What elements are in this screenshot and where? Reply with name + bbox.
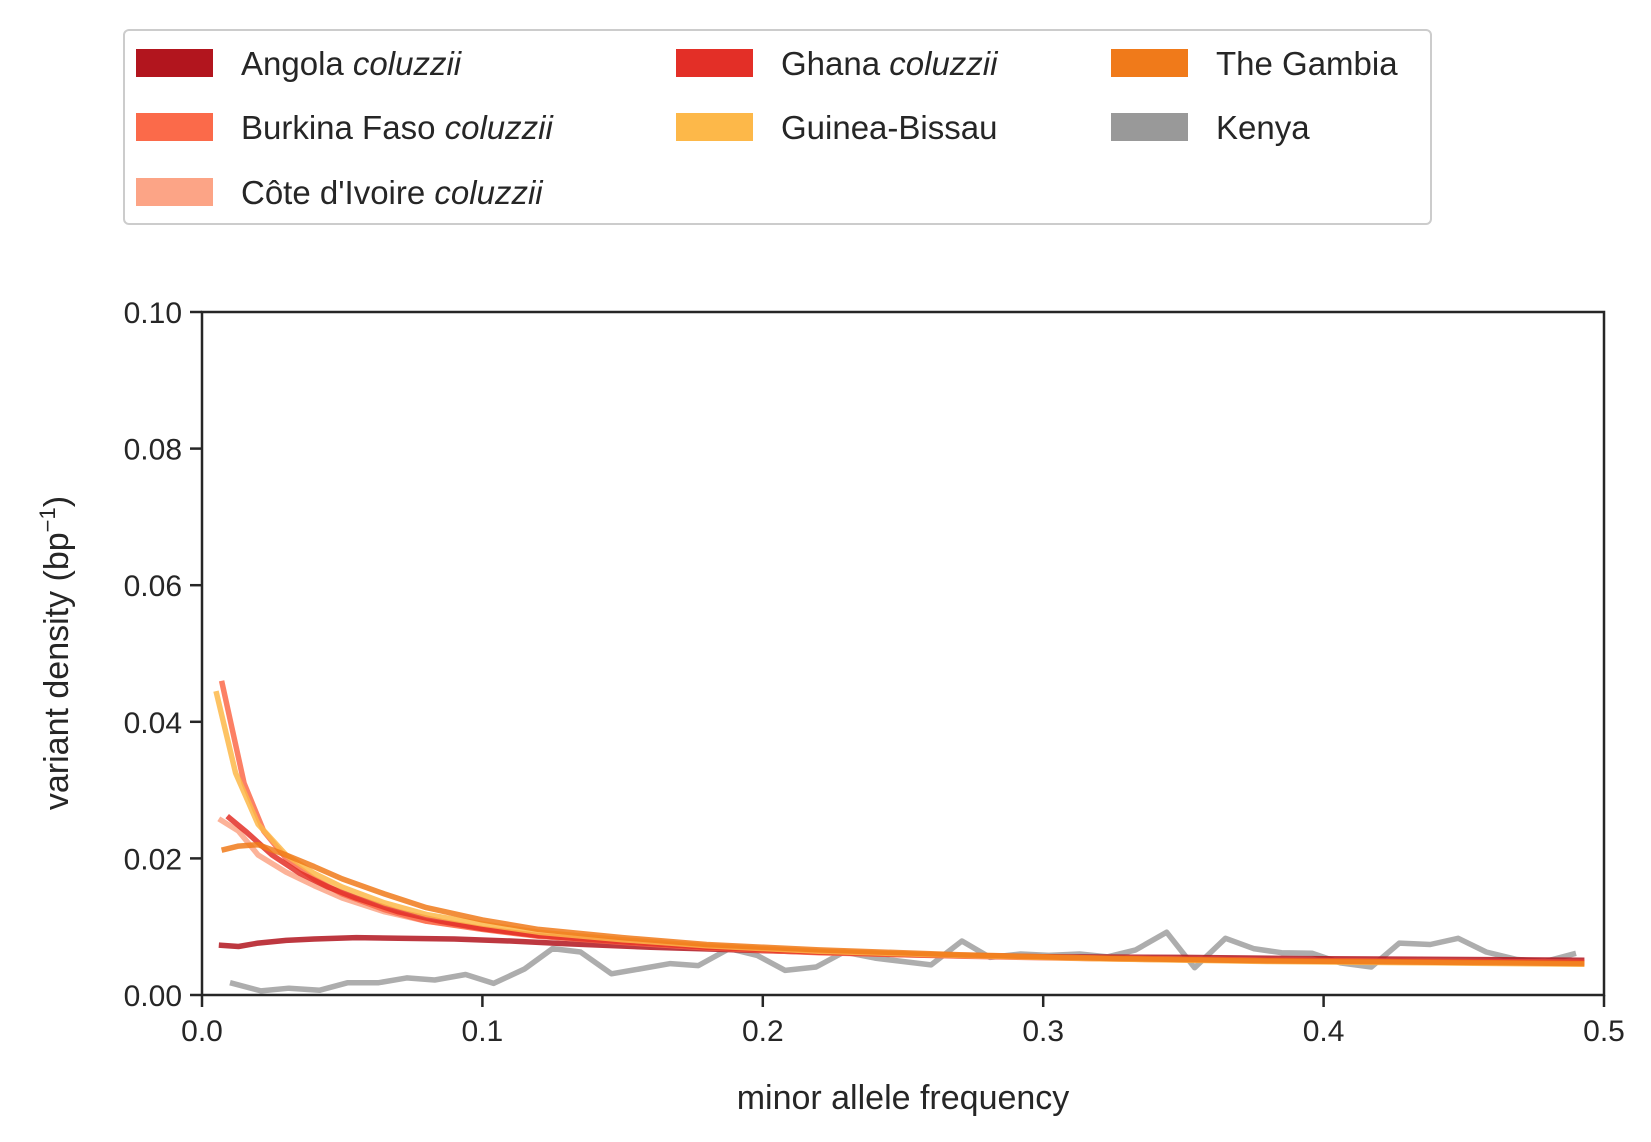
- y-axis-title-close: ): [38, 496, 76, 507]
- legend-swatch-the-gambia: [1111, 49, 1188, 77]
- legend-label-species: coluzzii: [435, 109, 554, 146]
- legend-label-guinea-bissau: Guinea-Bissau: [781, 109, 997, 146]
- legend-label-species: coluzzii: [425, 174, 544, 211]
- legend-swatch-burkina-faso: [136, 113, 213, 141]
- y-tick-label: 0.04: [124, 707, 182, 740]
- legend-label-name: The Gambia: [1216, 45, 1398, 82]
- x-tick-label: 0.0: [181, 1015, 223, 1048]
- y-axis-title-main: variant density (bp: [38, 532, 76, 810]
- series-line-the-gambia: [220, 841, 1585, 967]
- legend-swatch-kenya: [1111, 113, 1188, 141]
- x-axis: 0.0 0.1 0.2 0.3 0.4 0.5: [181, 995, 1625, 1048]
- x-tick-label: 0.3: [1022, 1015, 1064, 1048]
- series-line-guinea-bissau: [213, 690, 1585, 968]
- x-axis-title: minor allele frequency: [737, 1079, 1070, 1117]
- legend-label-c-te-d-ivoire: Côte d'Ivoire coluzzii: [241, 174, 544, 211]
- y-tick-label: 0.10: [124, 297, 182, 330]
- axes-frame: [200, 310, 1606, 997]
- legend-label-species: coluzzii: [344, 45, 463, 82]
- y-tick-label: 0.08: [124, 434, 182, 467]
- x-tick-label: 0.1: [462, 1015, 504, 1048]
- legend-label-name: Burkina Faso: [241, 109, 435, 146]
- legend-label-the-gambia: The Gambia: [1216, 45, 1398, 82]
- legend-label-ghana: Ghana coluzzii: [781, 45, 999, 82]
- plot-area: 0.0 0.1 0.2 0.3 0.4 0.5 0.000.020.040.060.080…: [124, 297, 1625, 1048]
- x-tick-label: 0.2: [742, 1015, 784, 1048]
- x-tick-label: 0.5: [1583, 1015, 1625, 1048]
- legend-swatch-ghana: [676, 49, 753, 77]
- legend-label-name: Guinea-Bissau: [781, 109, 997, 146]
- legend-label-name: Kenya: [1216, 109, 1310, 146]
- y-tick-label: 0.02: [124, 843, 182, 876]
- y-axis-title: variant density (bp−1): [35, 496, 76, 810]
- legend-label-name: Côte d'Ivoire: [241, 174, 425, 211]
- legend-label-species: coluzzii: [880, 45, 999, 82]
- legend-label-burkina-faso: Burkina Faso coluzzii: [241, 109, 554, 146]
- y-axis-title-superscript: −1: [35, 507, 60, 532]
- y-tick-label: 0.00: [124, 980, 182, 1013]
- series-lines: [213, 680, 1585, 994]
- y-tick-label: 0.06: [124, 570, 182, 603]
- legend-swatch-angola: [136, 49, 213, 77]
- legend-label-angola: Angola coluzzii: [241, 45, 463, 82]
- legend-swatch-c-te-d-ivoire: [136, 178, 213, 206]
- x-tick-label: 0.4: [1303, 1015, 1345, 1048]
- legend-label-kenya: Kenya: [1216, 109, 1310, 146]
- legend-label-name: Angola: [241, 45, 344, 82]
- legend-label-name: Ghana: [781, 45, 881, 82]
- y-axis: 0.00 0.02 0.04 0.06 0.08 0.10: [124, 297, 202, 1013]
- legend-frame: [123, 29, 1432, 225]
- legend-swatch-guinea-bissau: [676, 113, 753, 141]
